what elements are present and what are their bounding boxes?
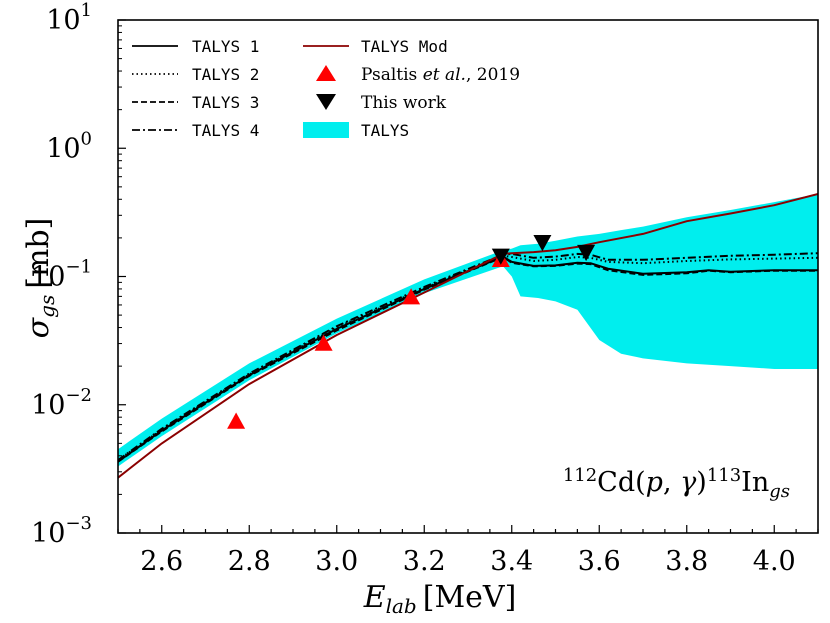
y-axis-title: σgs[mb] [21, 218, 59, 339]
legend-label-psaltis: Psaltis et al., 2019 [361, 65, 520, 85]
legend-label-talys-band: TALYS [361, 121, 409, 140]
point-this-work-0 [491, 248, 510, 265]
legend-label-talys-4: TALYS 4 [192, 121, 259, 140]
legend-entry-talys-2: TALYS 2 [132, 65, 259, 84]
point-psaltis-et-al-2019-0 [227, 412, 246, 429]
legend-label-this-work: This work [361, 93, 447, 113]
legend-marker-this-work [316, 94, 336, 110]
y-tick-label: 10−3 [31, 513, 92, 549]
point-this-work-2 [577, 244, 596, 262]
legend-entry-this-work: This work [316, 93, 447, 113]
x-axis-title: Elab [MeV] [363, 580, 517, 618]
legend-label-talys-mod: TALYS Mod [361, 37, 448, 56]
legend: TALYS 1 TALYS 2 TALYS 3 TALYS 4 TALYS Mo… [132, 37, 520, 140]
x-tick-label: 2.8 [228, 546, 271, 577]
legend-entry-talys-1: TALYS 1 [132, 37, 259, 56]
legend-entry-psaltis: Psaltis et al., 2019 [316, 65, 520, 85]
data-points [227, 235, 596, 429]
y-tick-label: 10−1 [31, 257, 92, 293]
legend-entry-talys-4: TALYS 4 [132, 121, 259, 140]
x-tick-label: 3.0 [315, 546, 358, 577]
legend-entry-talys-3: TALYS 3 [132, 93, 259, 112]
talys-uncertainty-band [118, 194, 818, 467]
x-tick-label: 2.6 [140, 546, 183, 577]
x-axis-ticks: 2.6 2.8 3.0 3.2 3.4 3.6 3.8 4.0 [117, 525, 819, 577]
point-psaltis-et-al-2019-2 [402, 288, 421, 305]
legend-label-talys-1: TALYS 1 [192, 37, 259, 56]
x-tick-label: 3.2 [403, 546, 446, 577]
x-tick-label: 3.6 [578, 546, 621, 577]
y-axis-ticks: 101 100 10−1 10−2 10−3 [31, 0, 126, 549]
x-tick-label: 3.8 [665, 546, 708, 577]
series-talys-mod [118, 193, 818, 479]
legend-label-talys-3: TALYS 3 [192, 93, 259, 112]
y-tick-label: 100 [46, 128, 92, 164]
legend-label-talys-2: TALYS 2 [192, 65, 259, 84]
y-tick-label: 10−2 [31, 385, 92, 421]
x-tick-label: 4.0 [753, 546, 796, 577]
x-tick-label: 3.4 [490, 546, 533, 577]
y-tick-label: 101 [46, 0, 92, 36]
point-this-work-1 [533, 235, 552, 252]
point-psaltis-et-al-2019-1 [314, 334, 333, 351]
reaction-annotation: 112Cd(p, γ)113Ings [563, 465, 790, 502]
legend-marker-psaltis [316, 65, 336, 81]
legend-entry-talys-band: TALYS [303, 121, 409, 140]
legend-swatch-talys-band [303, 122, 349, 138]
legend-entry-talys-mod: TALYS Mod [303, 37, 448, 56]
